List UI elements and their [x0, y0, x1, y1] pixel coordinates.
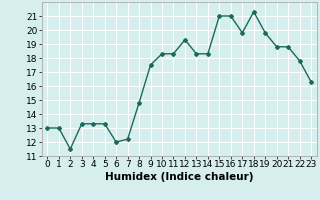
X-axis label: Humidex (Indice chaleur): Humidex (Indice chaleur)	[105, 172, 253, 182]
